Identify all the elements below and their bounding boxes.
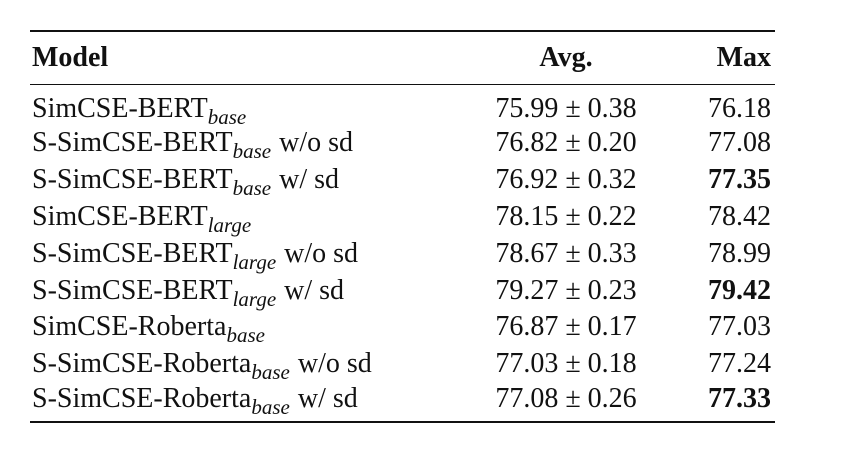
model-variant: w/o sd bbox=[284, 237, 359, 269]
model-size: base bbox=[226, 323, 265, 348]
table-row: SimCSE-BERTlarge 78.15 ± 0.22 78.42 bbox=[30, 199, 775, 237]
max-cell: 77.33 bbox=[708, 382, 771, 414]
model-size: base bbox=[251, 360, 290, 385]
model-name: SimCSE-BERT bbox=[32, 200, 208, 232]
max-cell: 77.35 bbox=[708, 164, 771, 196]
model-name: S-SimCSE-Roberta bbox=[32, 382, 252, 414]
table-header: Model Avg. Max bbox=[30, 31, 775, 85]
model-size: large bbox=[232, 249, 277, 274]
model-variant: w/ sd bbox=[297, 382, 358, 414]
model-cell: SimCSE-BERTlarge bbox=[30, 199, 456, 237]
avg-cell: 77.08 ± 0.26 bbox=[495, 382, 637, 414]
table-row: S-SimCSE-Robertabase w/o sd 77.03 ± 0.18 77… bbox=[30, 346, 775, 385]
max-cell: 78.42 bbox=[708, 200, 771, 232]
model-cell: S-SimCSE-Robertabase w/ sd bbox=[30, 383, 456, 422]
max-cell: 77.24 bbox=[708, 348, 771, 380]
model-size: base bbox=[232, 176, 272, 201]
model-cell: S-SimCSE-BERTbase w/o sd bbox=[30, 125, 456, 164]
model-name: S-SimCSE-BERT bbox=[32, 274, 233, 306]
model-cell: S-SimCSE-Robertabase w/o sd bbox=[30, 346, 456, 385]
model-cell: S-SimCSE-BERTlarge w/ sd bbox=[30, 272, 456, 311]
results-table: Model Avg. Max SimCSE-BERTbase 75.99 ± 0.… bbox=[30, 30, 775, 423]
max-cell: 79.42 bbox=[708, 274, 771, 306]
model-size: base bbox=[251, 394, 290, 419]
header-cell: Avg. bbox=[539, 42, 593, 73]
model-name: SimCSE-BERT bbox=[32, 93, 208, 124]
model-name: S-SimCSE-BERT bbox=[32, 237, 233, 269]
avg-cell: 75.99 ± 0.38 bbox=[495, 93, 637, 124]
avg-cell: 78.15 ± 0.22 bbox=[495, 200, 637, 232]
header-row: Model Avg. Max bbox=[30, 31, 775, 85]
model-cell: S-SimCSE-BERTlarge w/o sd bbox=[30, 235, 456, 274]
model-variant: w/o sd bbox=[279, 127, 353, 159]
avg-cell: 76.87 ± 0.17 bbox=[495, 311, 637, 343]
table-row: S-SimCSE-BERTlarge w/ sd 79.27 ± 0.23 79.42 bbox=[30, 272, 775, 311]
model-name: SimCSE-Roberta bbox=[32, 311, 227, 343]
avg-cell: 78.67 ± 0.33 bbox=[495, 237, 637, 269]
model-size: base bbox=[232, 139, 272, 164]
table-row: SimCSE-Robertabase 76.87 ± 0.17 77.03 bbox=[30, 309, 775, 348]
max-cell: 77.08 bbox=[708, 127, 771, 159]
max-cell: 77.03 bbox=[708, 311, 771, 343]
model-variant: w/ sd bbox=[284, 274, 345, 306]
avg-cell: 79.27 ± 0.23 bbox=[495, 274, 637, 306]
header-cell: Model bbox=[32, 42, 109, 73]
model-size: base bbox=[207, 105, 247, 129]
avg-cell: 76.92 ± 0.32 bbox=[495, 164, 637, 196]
table-row: S-SimCSE-BERTbase w/o sd 76.82 ± 0.20 77.08 bbox=[30, 125, 775, 164]
table-row: S-SimCSE-BERTbase w/ sd 76.92 ± 0.32 77.35 bbox=[30, 162, 775, 201]
header-cell: Max bbox=[716, 42, 771, 73]
table-row: S-SimCSE-Robertabase w/ sd 77.08 ± 0.26 77.… bbox=[30, 383, 775, 422]
model-variant: w/ sd bbox=[279, 164, 339, 196]
table-row: SimCSE-BERTbase 75.99 ± 0.38 76.18 bbox=[30, 85, 775, 129]
model-cell: S-SimCSE-BERTbase w/ sd bbox=[30, 162, 456, 201]
model-cell: SimCSE-BERTbase bbox=[30, 85, 456, 129]
avg-cell: 77.03 ± 0.18 bbox=[495, 348, 637, 380]
table-row: S-SimCSE-BERTlarge w/o sd 78.67 ± 0.33 78.9… bbox=[30, 235, 775, 274]
model-cell: SimCSE-Robertabase bbox=[30, 309, 456, 348]
table-body: SimCSE-BERTbase 75.99 ± 0.38 76.18 S-SimCSE… bbox=[30, 85, 775, 422]
model-name: S-SimCSE-BERT bbox=[32, 127, 233, 159]
model-size: large bbox=[232, 286, 277, 311]
model-variant: w/o sd bbox=[297, 348, 372, 380]
avg-cell: 76.82 ± 0.20 bbox=[495, 127, 637, 159]
model-name: S-SimCSE-Roberta bbox=[32, 348, 252, 380]
max-cell: 76.18 bbox=[708, 93, 771, 124]
model-size: large bbox=[207, 212, 252, 237]
max-cell: 78.99 bbox=[708, 237, 771, 269]
model-name: S-SimCSE-BERT bbox=[32, 164, 233, 196]
